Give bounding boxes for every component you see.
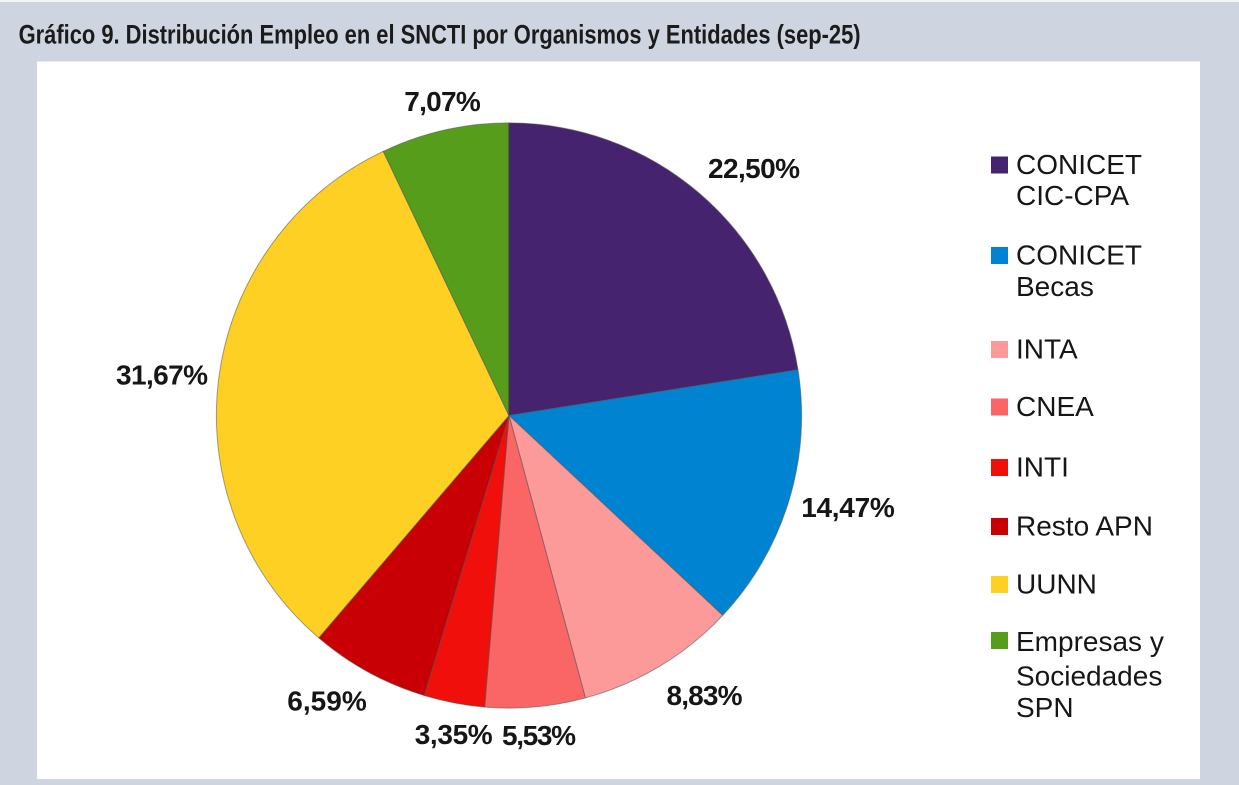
svg-text:SPN: SPN [1016, 692, 1074, 723]
svg-text:31,67%: 31,67% [116, 360, 208, 391]
svg-text:6,59%: 6,59% [287, 686, 367, 717]
svg-text:CONICET: CONICET [1016, 149, 1142, 180]
svg-text:Empresas y: Empresas y [1016, 626, 1164, 657]
svg-text:Becas: Becas [1016, 271, 1094, 302]
svg-text:Gráfico 9. Distribución Empleo: Gráfico 9. Distribución Empleo en el SNC… [19, 19, 861, 49]
svg-text:CONICET: CONICET [1016, 240, 1142, 271]
svg-text:CIC-CPA: CIC-CPA [1016, 180, 1129, 211]
svg-text:5,53%: 5,53% [502, 720, 576, 751]
svg-text:INTA: INTA [1016, 334, 1078, 365]
svg-text:Resto APN: Resto APN [1016, 511, 1153, 542]
svg-text:UUNN: UUNN [1016, 569, 1097, 600]
svg-text:8,83%: 8,83% [667, 680, 743, 711]
svg-text:INTI: INTI [1016, 452, 1069, 483]
svg-text:Sociedades: Sociedades [1016, 661, 1162, 692]
svg-text:3,35%: 3,35% [415, 719, 493, 750]
svg-text:22,50%: 22,50% [708, 153, 800, 184]
svg-text:7,07%: 7,07% [404, 86, 481, 117]
svg-text:14,47%: 14,47% [801, 492, 895, 523]
svg-text:CNEA: CNEA [1016, 391, 1094, 422]
